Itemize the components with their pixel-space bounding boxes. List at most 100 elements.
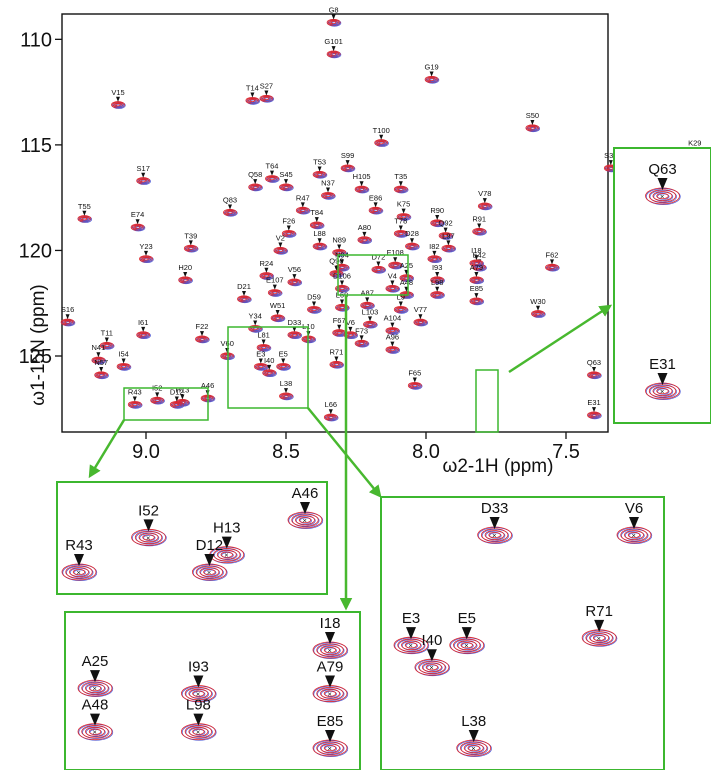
zoom-label-Q63: Q63 [648, 161, 676, 178]
zoom-pointer-I18 [325, 632, 335, 644]
box-region-4 [475, 369, 499, 433]
peak-pointer-E74 [135, 219, 140, 225]
peak-label-R90: R90 [430, 206, 444, 215]
peak-S27 [259, 94, 275, 103]
peak-Q58 [248, 183, 263, 192]
peak-pointer-T53 [317, 166, 322, 172]
peak-pointer-Q92 [443, 227, 448, 233]
peak-label-L81: L81 [257, 331, 270, 340]
peak-label-E31: E31 [587, 398, 600, 407]
peak-label-N89: N89 [332, 236, 346, 245]
zoom-center-mark: × [328, 744, 332, 753]
peak-pointer-S16 [65, 314, 70, 320]
peak-label-L9: L9 [397, 293, 405, 302]
zoom-center-mark: × [93, 728, 97, 737]
peak-label-N41: N41 [92, 343, 106, 352]
peak-N37 [321, 191, 336, 200]
peak-pointer-I40 [267, 364, 272, 370]
peak-label-D33: D33 [288, 318, 302, 327]
peak-pointer-G19 [429, 71, 434, 77]
peak-pointer-W30 [536, 305, 540, 311]
peak-pointer-T78 [398, 225, 403, 231]
peak-label-R24: R24 [260, 259, 274, 268]
y-axis-label: ω1-15N (ppm) [28, 284, 49, 405]
peak-label-T84: T84 [310, 208, 323, 217]
peak-F26 [281, 229, 297, 238]
zoom-peak-D12 [191, 563, 228, 581]
peak-label-Y34: Y34 [249, 312, 262, 321]
peak-label-Q92: Q92 [439, 219, 453, 228]
peak-label-V2: V2 [276, 233, 285, 242]
zoom-pointer-A25 [90, 670, 100, 683]
peak-K75 [396, 213, 412, 221]
peak-label-V4: V4 [388, 271, 397, 280]
peak-label-V6: V6 [346, 318, 355, 327]
peak-label-R91: R91 [472, 214, 486, 223]
zoom-center-mark: × [660, 192, 664, 201]
peak-D72 [371, 265, 387, 274]
peak-pointer-N89 [337, 244, 342, 250]
peak-pointer-L66 [328, 409, 333, 415]
zoom-label-D33: D33 [481, 500, 509, 517]
peak-pointer-V2 [278, 242, 283, 248]
peak-pointer-Q83 [228, 204, 232, 210]
zoom-label-A25: A25 [82, 653, 109, 670]
peak-pointer-I93 [435, 272, 440, 277]
peak-R43 [127, 400, 143, 409]
peak-label-V56: V56 [288, 265, 301, 274]
zoom-pointer-A48 [90, 713, 100, 726]
peak-Q96 [329, 270, 345, 278]
zoom-label-I40: I40 [421, 632, 442, 649]
peak-label-F62: F62 [546, 250, 559, 259]
peak-label-Q63: Q63 [587, 358, 601, 367]
zoom-center-mark: × [429, 663, 433, 672]
peak-label-V15: V15 [111, 88, 124, 97]
zoom-pointer-E85 [325, 730, 335, 742]
peak-label-I93: I93 [432, 263, 442, 272]
peak-label-I82: I82 [429, 242, 439, 251]
zoom-pointer-I40 [426, 649, 437, 662]
peak-label-K29: K29 [688, 138, 701, 147]
peak-pointer-T14 [250, 92, 255, 98]
peak-label-S17: S17 [137, 164, 150, 173]
peak-label-F22: F22 [196, 322, 209, 331]
zoom-peak-R43 [61, 563, 98, 581]
zoom-label-I52: I52 [138, 502, 159, 519]
peak-pointer-I54 [121, 358, 126, 364]
peak-pointer-S50 [530, 120, 535, 125]
peak-label-E107: E107 [266, 276, 284, 285]
zoom-center-mark: × [492, 531, 496, 540]
peak-pointer-F67 [337, 324, 342, 330]
peak-label-F108: F108 [387, 248, 404, 257]
peak-pointer-S32 [608, 160, 613, 166]
peak-label-D28: D28 [405, 229, 419, 238]
peak-pointer-I18 [474, 255, 479, 261]
zoom-peaks-layer: ×R43 ×I52×H13×D12×A46×A25×I93×I18×A79×A48… [61, 161, 681, 757]
peak-I93 [430, 276, 445, 285]
zoom-pointer-E31 [657, 373, 668, 385]
peak-pointer-E3 [258, 358, 263, 364]
peak-label-N57: N57 [94, 358, 108, 367]
peak-label-R71: R71 [330, 347, 344, 356]
peak-pointer-D12 [174, 396, 179, 402]
peak-pointer-L9 [398, 301, 403, 307]
zoom-center-mark: × [303, 516, 307, 525]
zoom-label-D12: D12 [196, 537, 224, 554]
peak-label-E86: E86 [369, 193, 382, 202]
peak-pointer-L81 [261, 339, 266, 345]
box-region-2 [227, 326, 309, 409]
zoom-peak-E5 [449, 636, 485, 655]
peak-pointer-H105 [359, 181, 364, 187]
peak-T64 [265, 175, 280, 183]
peak-label-T64: T64 [266, 162, 279, 171]
zoom-label-L98: L98 [186, 697, 211, 714]
zoom-pointer-A79 [325, 675, 335, 688]
peak-label-L98: L98 [431, 278, 444, 287]
zoom-pointer-D12 [204, 554, 215, 566]
zoom-label-E31: E31 [649, 356, 676, 373]
peak-pointer-V15 [116, 96, 120, 102]
peak-I40 [262, 369, 277, 378]
zoom-center-mark: × [328, 646, 332, 655]
zoom-pointer-E3 [406, 627, 416, 640]
